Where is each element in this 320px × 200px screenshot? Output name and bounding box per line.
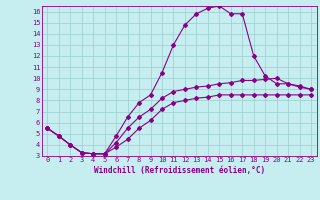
X-axis label: Windchill (Refroidissement éolien,°C): Windchill (Refroidissement éolien,°C) xyxy=(94,166,265,175)
